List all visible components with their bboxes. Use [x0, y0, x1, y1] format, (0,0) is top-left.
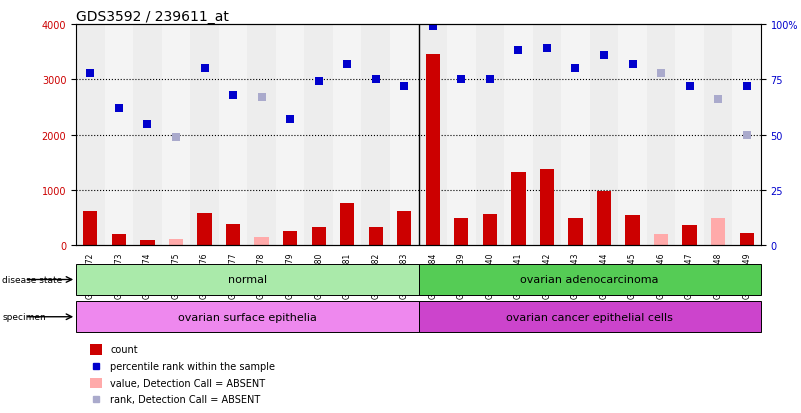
Bar — [682, 225, 697, 246]
Bar — [333, 25, 361, 246]
Text: normal: normal — [227, 275, 267, 285]
Point — [654, 70, 667, 77]
Bar — [226, 225, 240, 246]
Point — [340, 61, 353, 68]
Point — [227, 92, 239, 99]
Point — [512, 48, 525, 55]
Bar — [540, 169, 554, 246]
Point — [484, 77, 497, 83]
Bar — [646, 25, 675, 246]
Bar — [340, 204, 354, 246]
Bar — [590, 25, 618, 246]
Bar — [361, 25, 390, 246]
Text: specimen: specimen — [2, 313, 46, 322]
Text: GDS3592 / 239611_at: GDS3592 / 239611_at — [76, 10, 229, 24]
Bar — [418, 25, 447, 246]
Bar — [476, 25, 504, 246]
Bar — [83, 211, 98, 246]
Bar — [133, 25, 162, 246]
Bar — [368, 228, 383, 246]
Bar — [76, 301, 418, 332]
Bar — [276, 25, 304, 246]
Bar — [162, 25, 190, 246]
Text: ovarian adenocarcinoma: ovarian adenocarcinoma — [521, 275, 659, 285]
Point — [84, 70, 97, 77]
Bar — [312, 227, 326, 246]
Text: value, Detection Call = ABSENT: value, Detection Call = ABSENT — [111, 378, 265, 388]
Bar — [76, 264, 418, 295]
Bar — [390, 25, 418, 246]
Bar — [504, 25, 533, 246]
Bar — [140, 240, 155, 246]
Bar — [425, 55, 440, 246]
Text: count: count — [111, 344, 138, 355]
Bar — [191, 25, 219, 246]
Bar — [675, 25, 704, 246]
Bar — [739, 233, 754, 246]
Point — [312, 79, 325, 85]
Bar — [397, 211, 412, 246]
Text: ovarian surface epithelia: ovarian surface epithelia — [178, 312, 316, 322]
Bar — [569, 218, 582, 246]
Point — [712, 97, 725, 103]
Bar — [618, 25, 646, 246]
Bar — [597, 191, 611, 246]
Bar — [197, 214, 211, 246]
Point — [569, 66, 582, 72]
Bar — [90, 378, 102, 388]
Bar — [90, 344, 102, 355]
Point — [683, 83, 696, 90]
Bar — [112, 234, 126, 246]
Bar — [418, 301, 761, 332]
Text: disease state: disease state — [2, 275, 62, 285]
Bar — [533, 25, 562, 246]
Bar — [626, 216, 640, 246]
Point — [141, 121, 154, 128]
Bar — [483, 215, 497, 246]
Bar — [711, 218, 725, 246]
Text: ovarian cancer epithelial cells: ovarian cancer epithelial cells — [506, 312, 673, 322]
Bar — [654, 235, 668, 246]
Point — [740, 83, 753, 90]
Point — [455, 77, 468, 83]
Bar — [255, 237, 268, 246]
Bar — [732, 25, 761, 246]
Point — [541, 46, 553, 52]
Point — [198, 66, 211, 72]
Point — [398, 83, 411, 90]
Bar — [219, 25, 248, 246]
Bar — [454, 218, 469, 246]
Bar — [304, 25, 333, 246]
Text: rank, Detection Call = ABSENT: rank, Detection Call = ABSENT — [111, 394, 260, 404]
Bar — [511, 172, 525, 246]
Bar — [447, 25, 476, 246]
Point — [598, 52, 610, 59]
Text: percentile rank within the sample: percentile rank within the sample — [111, 361, 276, 371]
Point — [426, 24, 439, 30]
Bar — [562, 25, 590, 246]
Bar — [418, 264, 761, 295]
Bar — [283, 231, 297, 246]
Point — [112, 105, 125, 112]
Bar — [704, 25, 732, 246]
Bar — [169, 239, 183, 246]
Point — [626, 61, 639, 68]
Bar — [76, 25, 105, 246]
Point — [284, 116, 296, 123]
Point — [740, 132, 753, 139]
Point — [369, 77, 382, 83]
Point — [256, 95, 268, 101]
Bar — [248, 25, 276, 246]
Point — [170, 134, 183, 141]
Bar — [105, 25, 133, 246]
